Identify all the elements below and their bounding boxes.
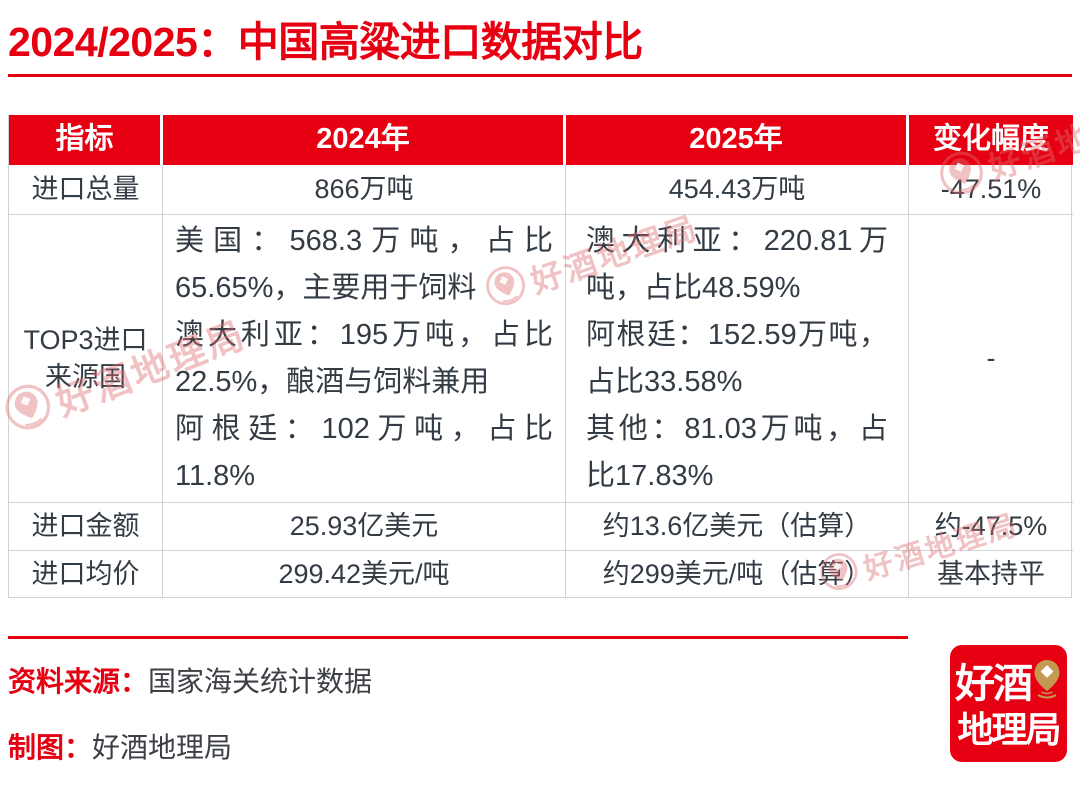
source-value: 国家海关统计数据: [148, 666, 373, 697]
cell-top3-indicator: TOP3进口来源国: [9, 215, 163, 503]
title-divider: [8, 74, 1072, 77]
wine-vessel-pin-icon: [1032, 659, 1062, 708]
top3-2025-item: 其他：81.03万吨，占比17.83%: [586, 413, 888, 492]
source-line: 资料来源：国家海关统计数据: [8, 660, 372, 700]
cell-total-change: -47.51%: [909, 165, 1073, 215]
cell-price-2025: 约299美元/吨（估算）: [566, 551, 909, 597]
cell-value-indicator: 进口金额: [9, 503, 163, 551]
cell-total-indicator: 进口总量: [9, 165, 163, 215]
cell-total-2024: 866万吨: [163, 165, 566, 215]
cell-top3-2025: 澳大利亚：220.81万吨，占比48.59% 阿根廷：152.59万吨，占比33…: [566, 215, 909, 503]
cell-price-2024: 299.42美元/吨: [163, 551, 566, 597]
credit-value: 好酒地理局: [92, 732, 233, 763]
header-cell-2025: 2025年: [566, 115, 909, 165]
top3-2024-item: 美国：568.3万吨，占比65.65%，主要用于饲料: [175, 225, 553, 304]
brand-logo: 好酒 地理局: [950, 645, 1067, 762]
top3-2024-item: 澳大利亚：195万吨，占比22.5%，酿酒与饲料兼用: [175, 319, 553, 398]
credit-line: 制图：好酒地理局: [8, 726, 232, 766]
top3-2024-item: 阿根廷：102万吨，占比11.8%: [175, 413, 553, 492]
brand-logo-text-top: 好酒: [955, 661, 1033, 706]
header-cell-indicator: 指标: [9, 115, 163, 165]
cell-top3-change: -: [909, 215, 1073, 503]
cell-total-2025: 454.43万吨: [566, 165, 909, 215]
credit-label: 制图：: [8, 732, 93, 763]
cell-value-change: 约-47.5%: [909, 503, 1073, 551]
header-cell-2024: 2024年: [163, 115, 566, 165]
brand-logo-row1: 好酒: [955, 659, 1062, 708]
cell-top3-2024: 美国：568.3万吨，占比65.65%，主要用于饲料 澳大利亚：195万吨，占比…: [163, 215, 566, 503]
cell-price-change: 基本持平: [937, 558, 1045, 589]
cell-price-indicator: 进口均价: [9, 551, 163, 597]
brand-logo-text-bottom: 地理局: [957, 709, 1061, 750]
cell-value-2025: 约13.6亿美元（估算）: [566, 503, 909, 551]
data-table: 指标 2024年 2025年 变化幅度 进口总量 866万吨 454.43万吨 …: [8, 115, 1073, 598]
top3-2025-item: 澳大利亚：220.81万吨，占比48.59%: [586, 225, 888, 304]
source-label: 资料来源：: [8, 666, 149, 697]
footer-divider: [8, 636, 908, 639]
header-cell-change: 变化幅度: [909, 115, 1073, 165]
cell-value-2024: 25.93亿美元: [163, 503, 566, 551]
page-title: 2024/2025：中国高粱进口数据对比: [8, 19, 643, 65]
top3-2025-item: 阿根廷：152.59万吨，占比33.58%: [586, 319, 888, 398]
